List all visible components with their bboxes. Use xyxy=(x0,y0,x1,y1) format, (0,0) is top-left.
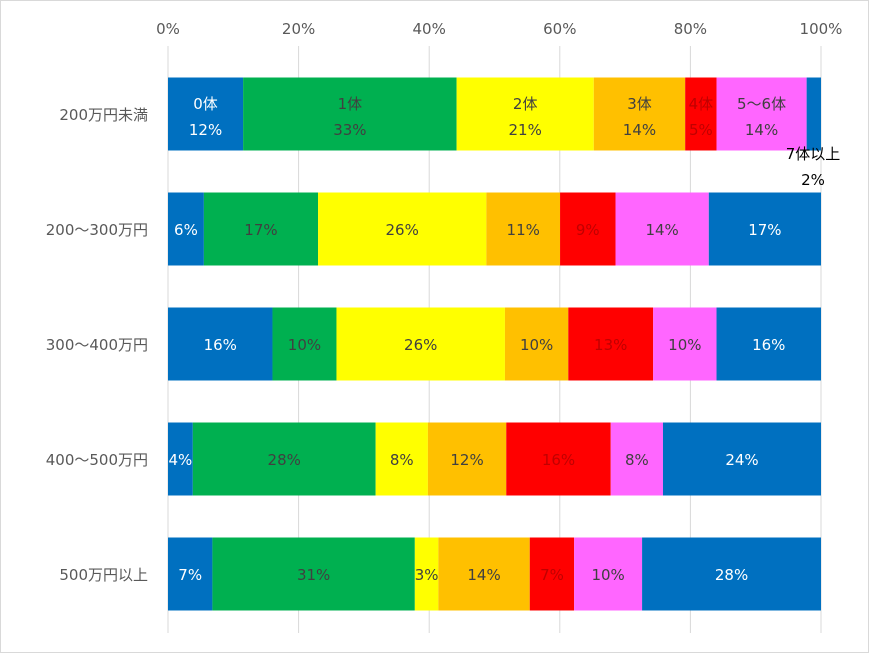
data-label: 4% xyxy=(169,451,193,469)
bar-segment xyxy=(615,192,709,266)
data-label: 10% xyxy=(668,336,701,354)
data-label: 10% xyxy=(288,336,321,354)
data-label: 16% xyxy=(204,336,237,354)
bar-segment xyxy=(560,192,616,266)
bar-segment xyxy=(375,422,428,496)
bar-segment xyxy=(168,192,204,266)
bar-segment xyxy=(168,422,193,496)
bar-segment xyxy=(427,422,507,496)
bar-segment xyxy=(168,77,244,151)
data-label: 7% xyxy=(540,566,564,584)
bar-segment xyxy=(716,77,807,151)
bar-segment xyxy=(574,537,643,611)
bar-segment xyxy=(708,192,821,266)
callout-series-name: 7体以上 xyxy=(786,145,841,163)
bar-segment xyxy=(568,307,654,381)
x-axis-ticks: 0% 20% 40% 60% 80% 100% xyxy=(156,20,842,38)
data-label: 10% xyxy=(520,336,553,354)
x-tick-label: 100% xyxy=(800,20,843,38)
bar-segment xyxy=(685,77,717,151)
data-label: 14% xyxy=(467,566,500,584)
bar-segment xyxy=(610,422,663,496)
data-label: 8% xyxy=(390,451,414,469)
callout: 7体以上 2% xyxy=(786,145,841,189)
data-label: 14% xyxy=(645,221,678,239)
bar-segment xyxy=(506,422,611,496)
category-label: 300～400万円 xyxy=(46,336,148,354)
data-label: 6% xyxy=(174,221,198,239)
data-label: 9% xyxy=(576,221,600,239)
bar-segment xyxy=(243,77,457,151)
bar-segment xyxy=(806,77,821,151)
data-label: 21% xyxy=(509,121,542,139)
x-tick-label: 80% xyxy=(674,20,707,38)
data-label: 13% xyxy=(594,336,627,354)
bar-segment xyxy=(662,422,821,496)
bar-segment xyxy=(529,537,575,611)
data-label: 14% xyxy=(745,121,778,139)
series-name-label: 3体 xyxy=(627,95,652,113)
bar-segment xyxy=(336,307,505,381)
data-label: 16% xyxy=(542,451,575,469)
data-label: 7% xyxy=(178,566,202,584)
bar-segment xyxy=(653,307,717,381)
data-label: 10% xyxy=(591,566,624,584)
series-name-label: 2体 xyxy=(513,95,538,113)
bar-segment xyxy=(642,537,821,611)
data-label: 12% xyxy=(189,121,222,139)
data-label: 24% xyxy=(725,451,758,469)
bar-segment xyxy=(192,422,376,496)
category-label: 200万円未満 xyxy=(59,106,148,124)
data-label: 26% xyxy=(404,336,437,354)
data-label: 28% xyxy=(268,451,301,469)
x-tick-label: 0% xyxy=(156,20,180,38)
category-label: 400～500万円 xyxy=(46,451,148,469)
x-tick-label: 60% xyxy=(543,20,576,38)
callout-value: 2% xyxy=(801,171,825,189)
series-name-label: 0体 xyxy=(193,95,218,113)
data-label: 12% xyxy=(450,451,483,469)
bar-segment xyxy=(272,307,337,381)
data-label: 31% xyxy=(297,566,330,584)
bar-segment xyxy=(318,192,487,266)
data-label: 17% xyxy=(748,221,781,239)
data-label: 26% xyxy=(386,221,419,239)
bar-segment xyxy=(414,537,439,611)
data-label: 28% xyxy=(715,566,748,584)
bar-segment xyxy=(203,192,319,266)
data-label: 11% xyxy=(507,221,540,239)
category-labels: 200万円未満 200～300万円 300～400万円 400～500万円 500万円以… xyxy=(46,106,148,584)
data-label: 17% xyxy=(244,221,277,239)
bar-segment xyxy=(456,77,594,151)
bar-segment xyxy=(212,537,415,611)
bar-segment xyxy=(504,307,569,381)
bar-segment xyxy=(168,537,213,611)
data-label: 33% xyxy=(333,121,366,139)
data-label: 16% xyxy=(752,336,785,354)
data-label: 14% xyxy=(623,121,656,139)
x-tick-label: 20% xyxy=(282,20,315,38)
bars: 0体 12% 1体 33% 2体 21% 3体 14% 4体 5% 5～6体 14% 6% 17% 26% 1… xyxy=(168,77,821,611)
bar-segment xyxy=(593,77,686,151)
series-name-label: 5～6体 xyxy=(737,95,786,113)
category-label: 200～300万円 xyxy=(46,221,148,239)
category-label: 500万円以上 xyxy=(59,566,148,584)
bar-segment xyxy=(168,307,273,381)
data-label: 5% xyxy=(689,121,713,139)
series-name-label: 4体 xyxy=(689,95,714,113)
data-label: 8% xyxy=(625,451,649,469)
x-tick-label: 40% xyxy=(413,20,446,38)
series-name-label: 1体 xyxy=(338,95,363,113)
bar-segment xyxy=(716,307,821,381)
data-label: 3% xyxy=(415,566,439,584)
bar-segment xyxy=(438,537,530,611)
bar-segment xyxy=(486,192,561,266)
